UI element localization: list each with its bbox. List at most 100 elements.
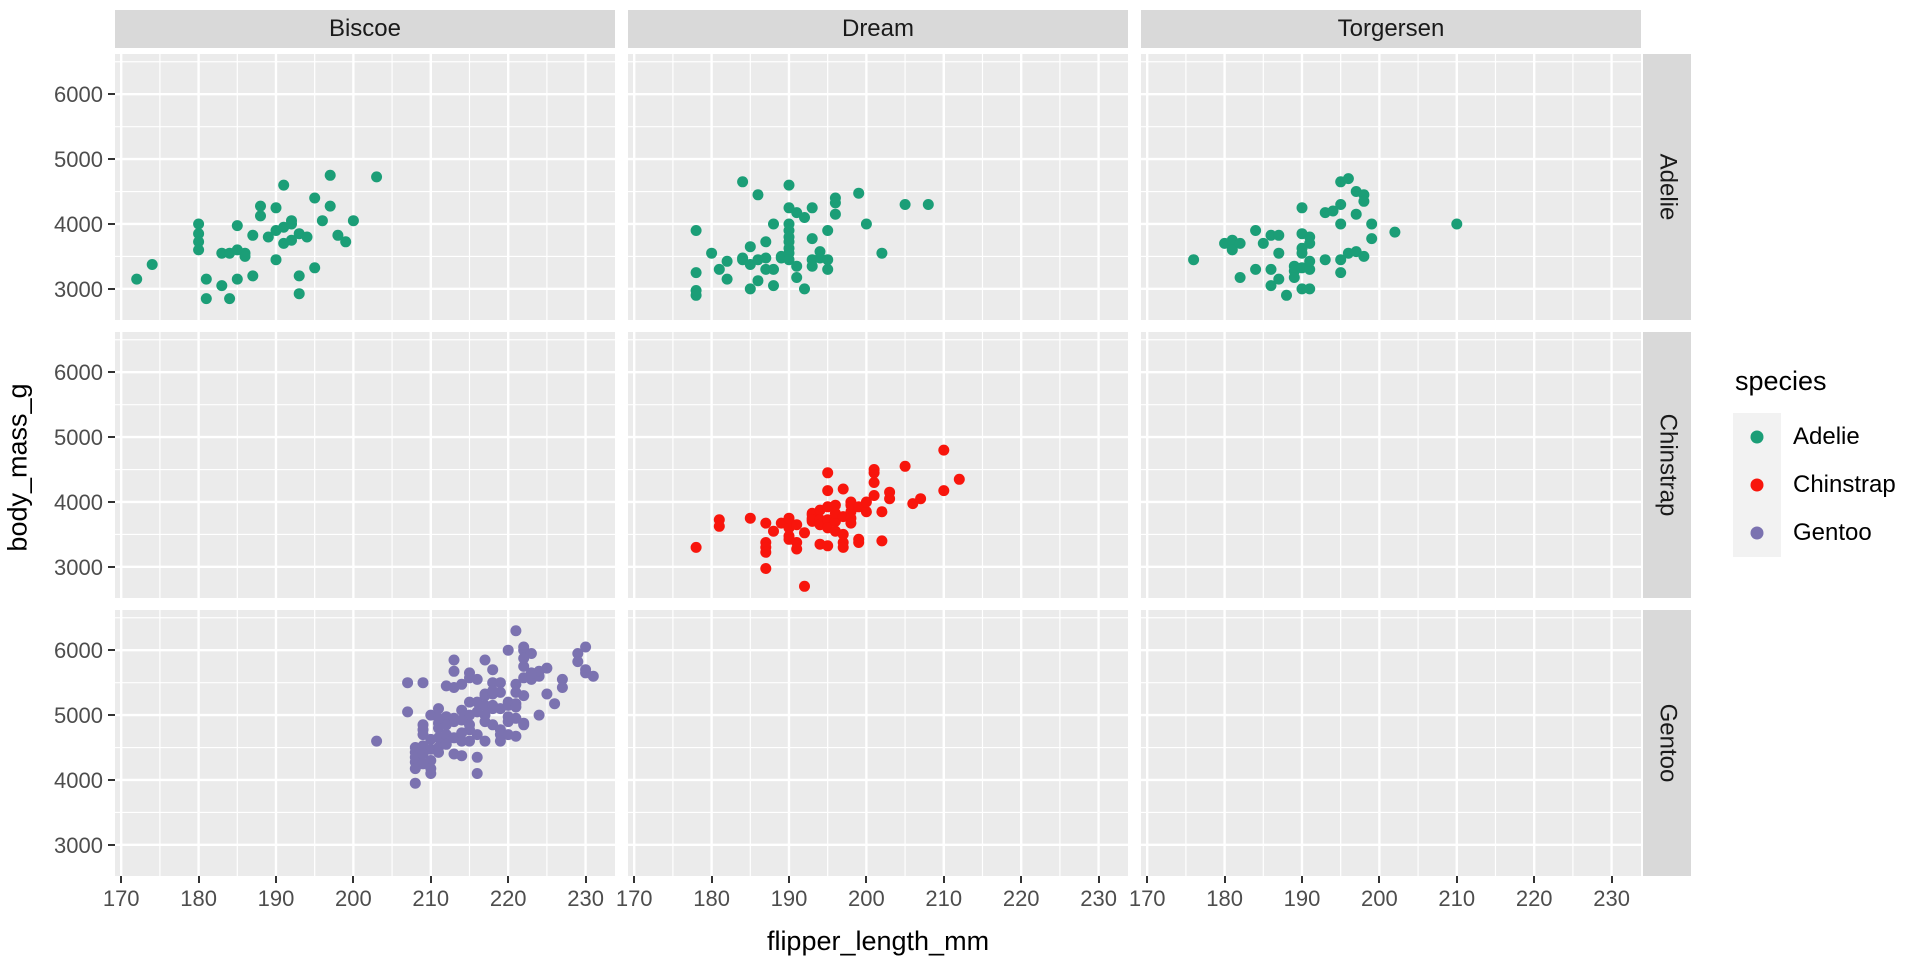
data-point-chinstrap xyxy=(938,485,950,497)
x-tick-label: 230 xyxy=(1080,886,1117,911)
facet-column-label: Torgersen xyxy=(1337,15,1445,42)
data-point-gentoo xyxy=(471,751,483,763)
data-point-chinstrap xyxy=(953,473,965,485)
x-tick-label: 190 xyxy=(770,886,808,911)
data-point-adelie xyxy=(340,236,352,248)
data-point-adelie xyxy=(760,236,772,248)
x-tick-label: 210 xyxy=(1438,886,1476,911)
data-point-gentoo xyxy=(479,735,491,747)
data-point-gentoo xyxy=(518,690,530,702)
data-point-adelie xyxy=(744,283,756,295)
x-tick-label: 180 xyxy=(1206,886,1243,911)
data-point-adelie xyxy=(286,234,297,246)
y-tick-label: 3000 xyxy=(54,276,103,302)
x-tick-mark xyxy=(865,876,868,883)
data-point-adelie xyxy=(1358,250,1370,262)
facet-panel-gentoo-biscoe xyxy=(115,610,615,876)
data-point-adelie xyxy=(690,225,702,236)
data-point-gentoo xyxy=(518,652,530,664)
x-tick-mark xyxy=(274,876,277,883)
data-point-adelie xyxy=(899,199,911,210)
data-point-adelie xyxy=(822,263,834,275)
data-point-adelie xyxy=(768,263,779,275)
data-point-adelie xyxy=(822,254,834,266)
data-point-adelie xyxy=(1296,247,1308,259)
x-tick-label: 190 xyxy=(1283,886,1321,911)
data-point-adelie xyxy=(200,293,212,305)
data-point-adelie xyxy=(1350,208,1362,220)
data-point-gentoo xyxy=(402,677,414,689)
data-point-gentoo xyxy=(402,706,414,718)
data-point-adelie xyxy=(1234,272,1246,283)
data-point-adelie xyxy=(193,244,205,256)
data-point-adelie xyxy=(1234,237,1246,249)
data-point-adelie xyxy=(860,218,872,230)
data-point-chinstrap xyxy=(783,512,795,524)
data-point-adelie xyxy=(806,233,818,245)
data-point-adelie xyxy=(332,229,344,241)
data-point-adelie xyxy=(829,208,841,220)
data-point-chinstrap xyxy=(884,493,896,505)
data-point-gentoo xyxy=(541,688,553,700)
data-point-chinstrap xyxy=(868,477,880,488)
data-point-adelie xyxy=(1451,218,1463,230)
x-tick-label: 200 xyxy=(848,886,885,911)
data-point-gentoo xyxy=(487,685,499,697)
data-point-adelie xyxy=(721,273,733,285)
data-point-adelie xyxy=(1327,205,1339,217)
facet-panel-gentoo-torgersen xyxy=(1141,610,1641,876)
data-point-adelie xyxy=(324,169,336,181)
data-point-chinstrap xyxy=(837,483,849,495)
data-point-gentoo xyxy=(471,673,483,685)
data-point-adelie xyxy=(799,283,810,295)
facet-panel-adelie-dream xyxy=(628,54,1128,320)
data-point-adelie xyxy=(1250,263,1262,275)
facet-row-label: Chinstrap xyxy=(1654,413,1681,517)
panel-canvas xyxy=(1141,610,1641,876)
data-point-adelie xyxy=(853,187,865,199)
x-tick-mark xyxy=(633,876,636,883)
legend-label: Adelie xyxy=(1793,423,1860,450)
data-point-adelie xyxy=(706,247,718,259)
x-tick-label: 170 xyxy=(102,886,140,911)
data-point-adelie xyxy=(200,273,212,285)
x-tick-mark xyxy=(1097,876,1100,883)
data-point-chinstrap xyxy=(713,520,725,532)
data-point-adelie xyxy=(1304,283,1316,295)
y-tick-mark xyxy=(108,649,115,652)
data-point-chinstrap xyxy=(783,530,795,542)
data-point-adelie xyxy=(760,263,772,275)
panel-canvas xyxy=(115,54,615,320)
data-point-adelie xyxy=(721,255,733,267)
data-point-adelie xyxy=(262,231,274,243)
y-tick-mark xyxy=(108,778,115,781)
y-tick-mark xyxy=(108,287,115,290)
data-point-adelie xyxy=(752,275,764,287)
data-point-adelie xyxy=(286,218,297,230)
data-point-adelie xyxy=(231,273,243,285)
data-point-adelie xyxy=(1358,195,1370,207)
data-point-adelie xyxy=(744,241,756,253)
data-point-gentoo xyxy=(471,768,483,779)
data-point-gentoo xyxy=(456,750,468,762)
y-tick-label: 5000 xyxy=(54,703,103,729)
data-point-chinstrap xyxy=(845,517,857,529)
data-point-chinstrap xyxy=(853,533,865,545)
legend-item-adelie: Adelie xyxy=(1733,413,1896,461)
panel-canvas xyxy=(115,332,615,598)
y-tick-label: 4000 xyxy=(54,489,103,515)
data-point-adelie xyxy=(1342,173,1354,185)
data-point-gentoo xyxy=(510,730,522,742)
data-point-adelie xyxy=(690,267,702,279)
y-tick-label: 6000 xyxy=(54,360,103,386)
x-tick-mark xyxy=(507,876,510,883)
data-point-adelie xyxy=(1366,218,1378,230)
data-point-adelie xyxy=(1273,247,1285,259)
data-point-adelie xyxy=(1304,255,1316,267)
x-tick-mark xyxy=(942,876,945,883)
x-tick-mark xyxy=(352,876,355,883)
data-point-gentoo xyxy=(425,768,437,779)
data-point-gentoo xyxy=(525,667,537,679)
facet-panel-chinstrap-biscoe xyxy=(115,332,615,598)
